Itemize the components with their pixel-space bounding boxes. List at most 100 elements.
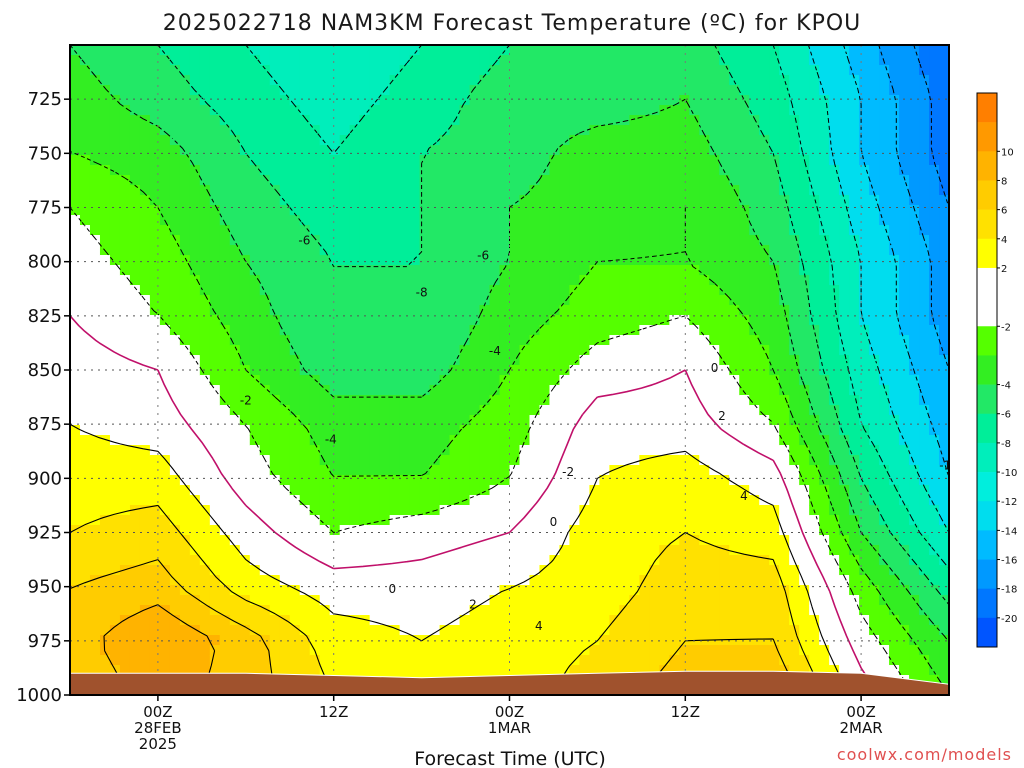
field-cell — [209, 55, 221, 66]
field-cell — [189, 305, 201, 316]
field-cell — [79, 475, 91, 486]
field-cell — [279, 425, 291, 436]
field-cell — [379, 525, 391, 536]
field-cell — [719, 335, 730, 346]
field-cell — [819, 395, 830, 406]
field-cell — [189, 535, 201, 546]
field-cell — [439, 305, 451, 316]
field-cell — [219, 125, 231, 136]
field-cell — [549, 415, 561, 426]
field-cell — [559, 645, 571, 656]
field-cell — [689, 145, 700, 156]
field-cell — [669, 375, 680, 386]
field-cell — [709, 455, 720, 466]
field-cell — [539, 345, 551, 356]
field-cell — [759, 295, 770, 306]
field-cell — [809, 635, 820, 646]
field-cell — [369, 305, 381, 316]
field-cell — [829, 595, 840, 606]
field-cell — [309, 205, 321, 216]
field-cell — [129, 425, 141, 436]
field-cell — [99, 225, 111, 236]
field-cell — [489, 475, 501, 486]
field-cell — [599, 75, 610, 86]
field-cell — [769, 275, 780, 286]
field-cell — [379, 445, 391, 456]
field-cell — [299, 245, 311, 256]
field-cell — [679, 615, 690, 626]
field-cell — [699, 545, 710, 556]
field-cell — [729, 435, 740, 446]
field-cell — [139, 545, 151, 556]
field-cell — [89, 135, 101, 146]
field-cell — [389, 635, 401, 646]
field-cell — [759, 115, 770, 126]
field-cell — [799, 195, 810, 206]
field-cell — [269, 575, 281, 586]
field-cell — [769, 495, 780, 506]
field-cell — [819, 595, 830, 606]
field-cell — [399, 305, 411, 316]
field-cell — [519, 385, 531, 396]
field-cell — [279, 125, 291, 136]
field-cell — [269, 505, 281, 516]
field-cell — [629, 355, 640, 366]
field-cell — [399, 75, 411, 86]
field-cell — [219, 575, 231, 586]
field-cell — [309, 95, 321, 106]
field-cell — [819, 335, 830, 346]
field-cell — [819, 515, 830, 526]
field-cell — [769, 465, 780, 476]
field-cell — [539, 525, 551, 536]
field-cell — [229, 515, 241, 526]
field-cell — [229, 75, 241, 86]
field-cell — [429, 125, 441, 136]
field-cell — [609, 145, 620, 156]
field-cell — [219, 475, 231, 486]
field-cell — [89, 285, 101, 296]
field-cell — [279, 575, 291, 586]
field-cell — [379, 615, 391, 626]
field-cell — [569, 45, 581, 56]
field-cell — [469, 535, 481, 546]
field-cell — [399, 525, 411, 536]
field-cell — [759, 495, 770, 506]
field-cell — [649, 445, 660, 456]
field-cell — [749, 75, 760, 86]
field-cell — [239, 265, 251, 276]
field-cell — [449, 535, 461, 546]
field-cell — [179, 45, 191, 56]
field-cell — [429, 345, 441, 356]
field-cell — [819, 345, 830, 356]
field-cell — [529, 625, 541, 636]
field-cell — [779, 515, 790, 526]
field-cell — [399, 335, 411, 346]
field-cell — [549, 75, 561, 86]
field-cell — [649, 115, 660, 126]
field-cell — [249, 45, 261, 56]
field-cell — [70, 575, 81, 586]
field-cell — [489, 365, 501, 376]
field-cell — [99, 375, 111, 386]
field-cell — [129, 575, 141, 586]
field-cell — [769, 55, 780, 66]
field-cell — [529, 615, 541, 626]
field-cell — [549, 495, 561, 506]
field-cell — [159, 435, 171, 446]
field-cell — [379, 665, 391, 676]
field-cell — [259, 585, 271, 596]
field-cell — [789, 365, 800, 376]
field-cell — [669, 105, 680, 116]
field-cell — [299, 345, 311, 356]
field-cell — [79, 425, 91, 436]
field-cell — [219, 385, 231, 396]
field-cell — [639, 65, 650, 76]
field-cell — [259, 105, 271, 116]
field-cell — [569, 375, 581, 386]
field-cell — [249, 295, 261, 306]
field-cell — [129, 615, 141, 626]
field-cell — [299, 495, 311, 506]
field-cell — [689, 615, 700, 626]
field-cell — [409, 425, 421, 436]
field-cell — [139, 395, 151, 406]
